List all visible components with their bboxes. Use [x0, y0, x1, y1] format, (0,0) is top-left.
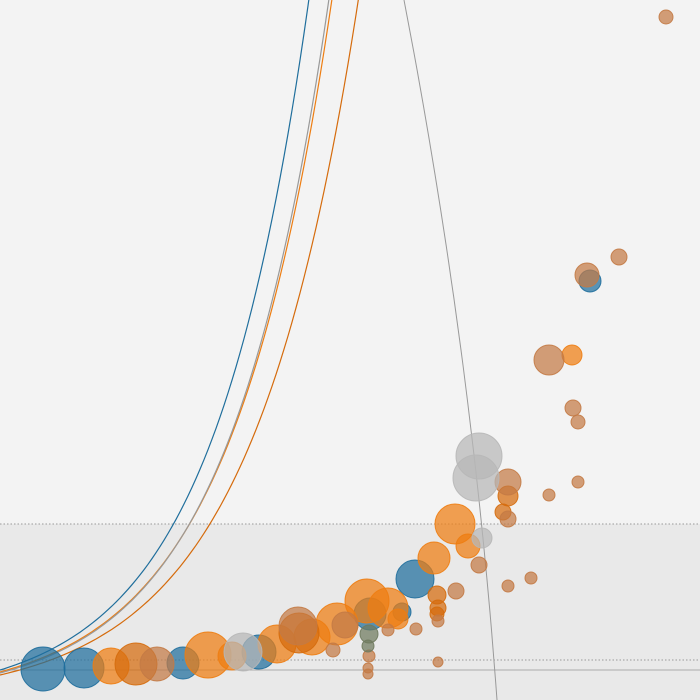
data-point-brown-20: [564, 399, 582, 417]
trend-curve-1: [0, 0, 310, 671]
data-point-brown-14: [501, 579, 515, 593]
data-point-brown-2: [278, 606, 318, 646]
point-layer: [20, 9, 674, 692]
data-point-brown-25: [499, 510, 517, 528]
data-point-brown-18: [571, 475, 585, 489]
data-point-gray-1: [223, 632, 263, 672]
data-point-brown-7: [362, 668, 374, 680]
trend-curve-4: [0, 0, 359, 676]
data-point-brown-24: [658, 9, 674, 25]
data-point-brown-9: [409, 622, 423, 636]
data-point-brown-17: [542, 488, 556, 502]
data-point-orange-9: [387, 608, 409, 630]
gray-curve: [403, 0, 498, 700]
data-point-brown-3: [331, 611, 359, 639]
data-point-brown-10: [432, 656, 444, 668]
data-point-brown-12: [447, 582, 465, 600]
data-point-brown-13: [470, 556, 488, 574]
trend-curve-3: [0, 0, 330, 674]
data-point-orange-13: [561, 344, 583, 366]
curve-layer: [0, 0, 498, 700]
trend-curve-2: [0, 0, 333, 673]
data-point-brown-15: [524, 571, 538, 585]
data-point-brown-22: [574, 262, 600, 288]
data-point-blue-1: [20, 646, 66, 692]
data-point-olive-2: [361, 639, 375, 653]
data-point-gray-4: [471, 527, 493, 549]
data-point-gray-3: [452, 454, 500, 502]
data-point-brown-19: [570, 414, 586, 430]
data-point-brown-23: [610, 248, 628, 266]
data-point-orange-10: [417, 541, 451, 575]
data-point-brown-8: [381, 623, 395, 637]
data-point-brown-11: [431, 614, 445, 628]
data-point-brown-4: [325, 642, 341, 658]
data-point-brown-21: [533, 344, 565, 376]
data-point-brown-1: [139, 646, 175, 682]
